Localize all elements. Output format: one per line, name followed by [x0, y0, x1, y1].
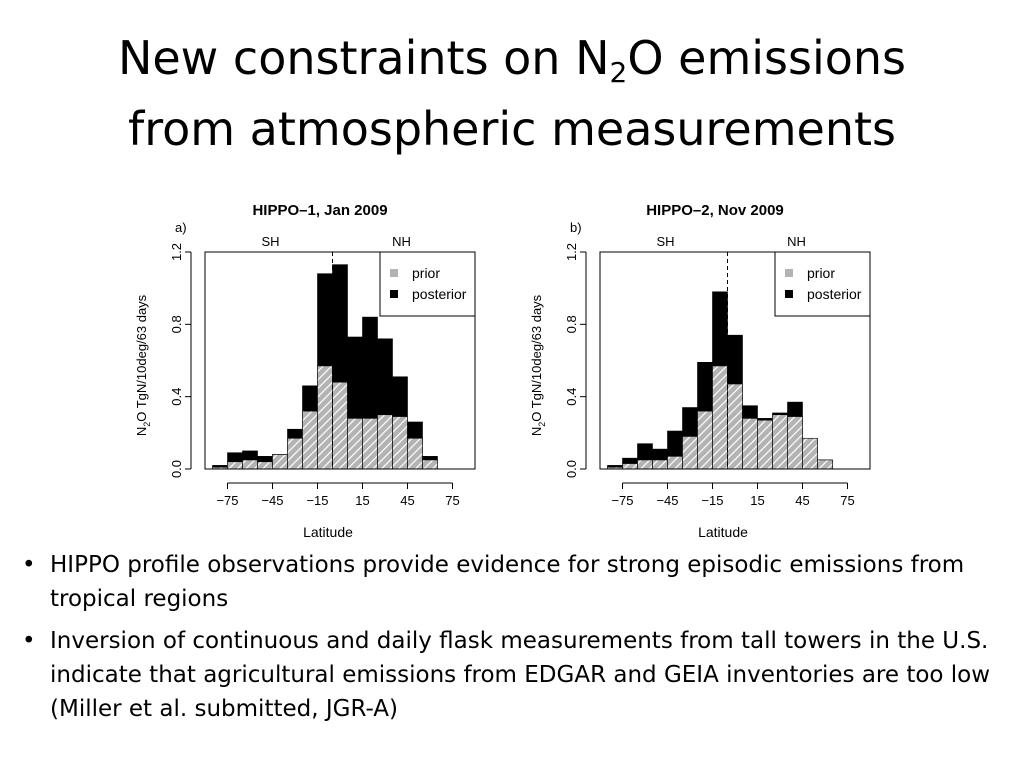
- x-tick-label: −45: [656, 493, 678, 508]
- legend-swatch-prior: [390, 269, 398, 277]
- prior-bar: [242, 459, 258, 470]
- prior-bar: [802, 437, 818, 470]
- prior-bar: [302, 410, 318, 470]
- bullet-item: • HIPPO profile observations provide evid…: [22, 548, 1012, 616]
- x-tick-label: 15: [750, 493, 764, 508]
- prior-bar: [742, 418, 758, 470]
- legend-swatch-posterior: [390, 290, 398, 298]
- x-tick-label: −45: [261, 493, 283, 508]
- prior-bar: [332, 381, 348, 470]
- legend-label-posterior: posterior: [807, 286, 862, 302]
- prior-bar: [622, 463, 638, 470]
- x-tick-label: 45: [400, 493, 414, 508]
- prior-bar: [227, 461, 243, 470]
- prior-bar: [667, 456, 683, 470]
- prior-bar: [347, 418, 363, 470]
- prior-bar: [697, 410, 713, 470]
- prior-bar: [257, 461, 273, 470]
- chart-title: HIPPO–1, Jan 2009: [252, 202, 387, 219]
- legend-swatch-posterior: [785, 290, 793, 298]
- x-axis-label: Latitude: [303, 524, 353, 540]
- x-tick-label: −15: [306, 493, 328, 508]
- y-tick-label: 1.2: [169, 243, 184, 261]
- hemisphere-label-nh: NH: [787, 234, 806, 249]
- prior-bar: [407, 437, 423, 470]
- hemisphere-label-sh: SH: [261, 234, 279, 249]
- panel-label: a): [175, 220, 187, 235]
- x-axis-label: Latitude: [698, 524, 748, 540]
- legend-label-prior: prior: [412, 265, 440, 281]
- bullet-text: Inversion of continuous and daily flask …: [50, 628, 991, 722]
- bullet-glyph: •: [22, 628, 36, 654]
- prior-bar: [682, 436, 698, 470]
- prior-bar: [817, 459, 833, 470]
- chart-title: HIPPO–2, Nov 2009: [646, 202, 784, 219]
- y-tick-label: 0.0: [169, 460, 184, 478]
- legend-box: [774, 251, 871, 317]
- y-tick-label: 0.4: [564, 388, 579, 406]
- legend-label-posterior: posterior: [412, 286, 467, 302]
- bullet-glyph: •: [22, 552, 36, 578]
- prior-bar: [422, 459, 438, 470]
- prior-bar: [727, 383, 743, 470]
- legend-label-prior: prior: [807, 265, 835, 281]
- bullet-text: HIPPO profile observations provide evide…: [50, 552, 965, 612]
- prior-bar: [392, 416, 408, 470]
- panel-label: b): [570, 220, 582, 235]
- x-tick-label: 75: [445, 493, 459, 508]
- legend-swatch-prior: [785, 269, 793, 277]
- plot-frame: [204, 251, 476, 470]
- y-tick-label: 0.0: [564, 460, 579, 478]
- y-axis-label: N2O TgN/10deg/63 days: [134, 294, 152, 436]
- hemisphere-label-nh: NH: [392, 234, 411, 249]
- prior-bar: [317, 365, 333, 470]
- y-tick-label: 0.8: [169, 315, 184, 333]
- x-tick-label: −75: [611, 493, 633, 508]
- x-tick-label: 15: [355, 493, 369, 508]
- y-tick-label: 1.2: [564, 243, 579, 261]
- plot-frame: [599, 251, 871, 470]
- x-tick-label: −15: [701, 493, 723, 508]
- title-line-1: New constraints on N2O emissions: [117, 31, 907, 89]
- x-tick-label: 75: [840, 493, 854, 508]
- hemisphere-label-sh: SH: [656, 234, 674, 249]
- prior-bar: [772, 414, 788, 470]
- title-line-2: from atmospheric measurements: [128, 102, 896, 156]
- prior-bar: [287, 437, 303, 470]
- x-tick-label: −75: [216, 493, 238, 508]
- slide-title: New constraints on N2O emissions from at…: [0, 30, 1024, 157]
- prior-bar: [362, 418, 378, 470]
- prior-bar: [652, 459, 668, 470]
- legend-box: [379, 251, 476, 317]
- prior-bar: [272, 454, 288, 470]
- chart-hippo-2: HIPPO–2, Nov 2009 b) SH NH prior posterior −75…: [529, 202, 871, 540]
- prior-bar: [637, 459, 653, 470]
- y-axis-label: N2O TgN/10deg/63 days: [529, 294, 547, 436]
- prior-bar: [712, 365, 728, 470]
- prior-bar: [787, 416, 803, 470]
- bullet-item: • Inversion of continuous and daily flask…: [22, 624, 1012, 726]
- chart-hippo-1: HIPPO–1, Jan 2009 a) SH NH prior posterior −75…: [134, 202, 476, 540]
- bullet-list: • HIPPO profile observations provide evid…: [22, 548, 1012, 734]
- prior-bar: [377, 414, 393, 470]
- prior-bar: [757, 419, 773, 470]
- y-tick-label: 0.8: [564, 315, 579, 333]
- x-tick-label: 45: [795, 493, 809, 508]
- y-tick-label: 0.4: [169, 388, 184, 406]
